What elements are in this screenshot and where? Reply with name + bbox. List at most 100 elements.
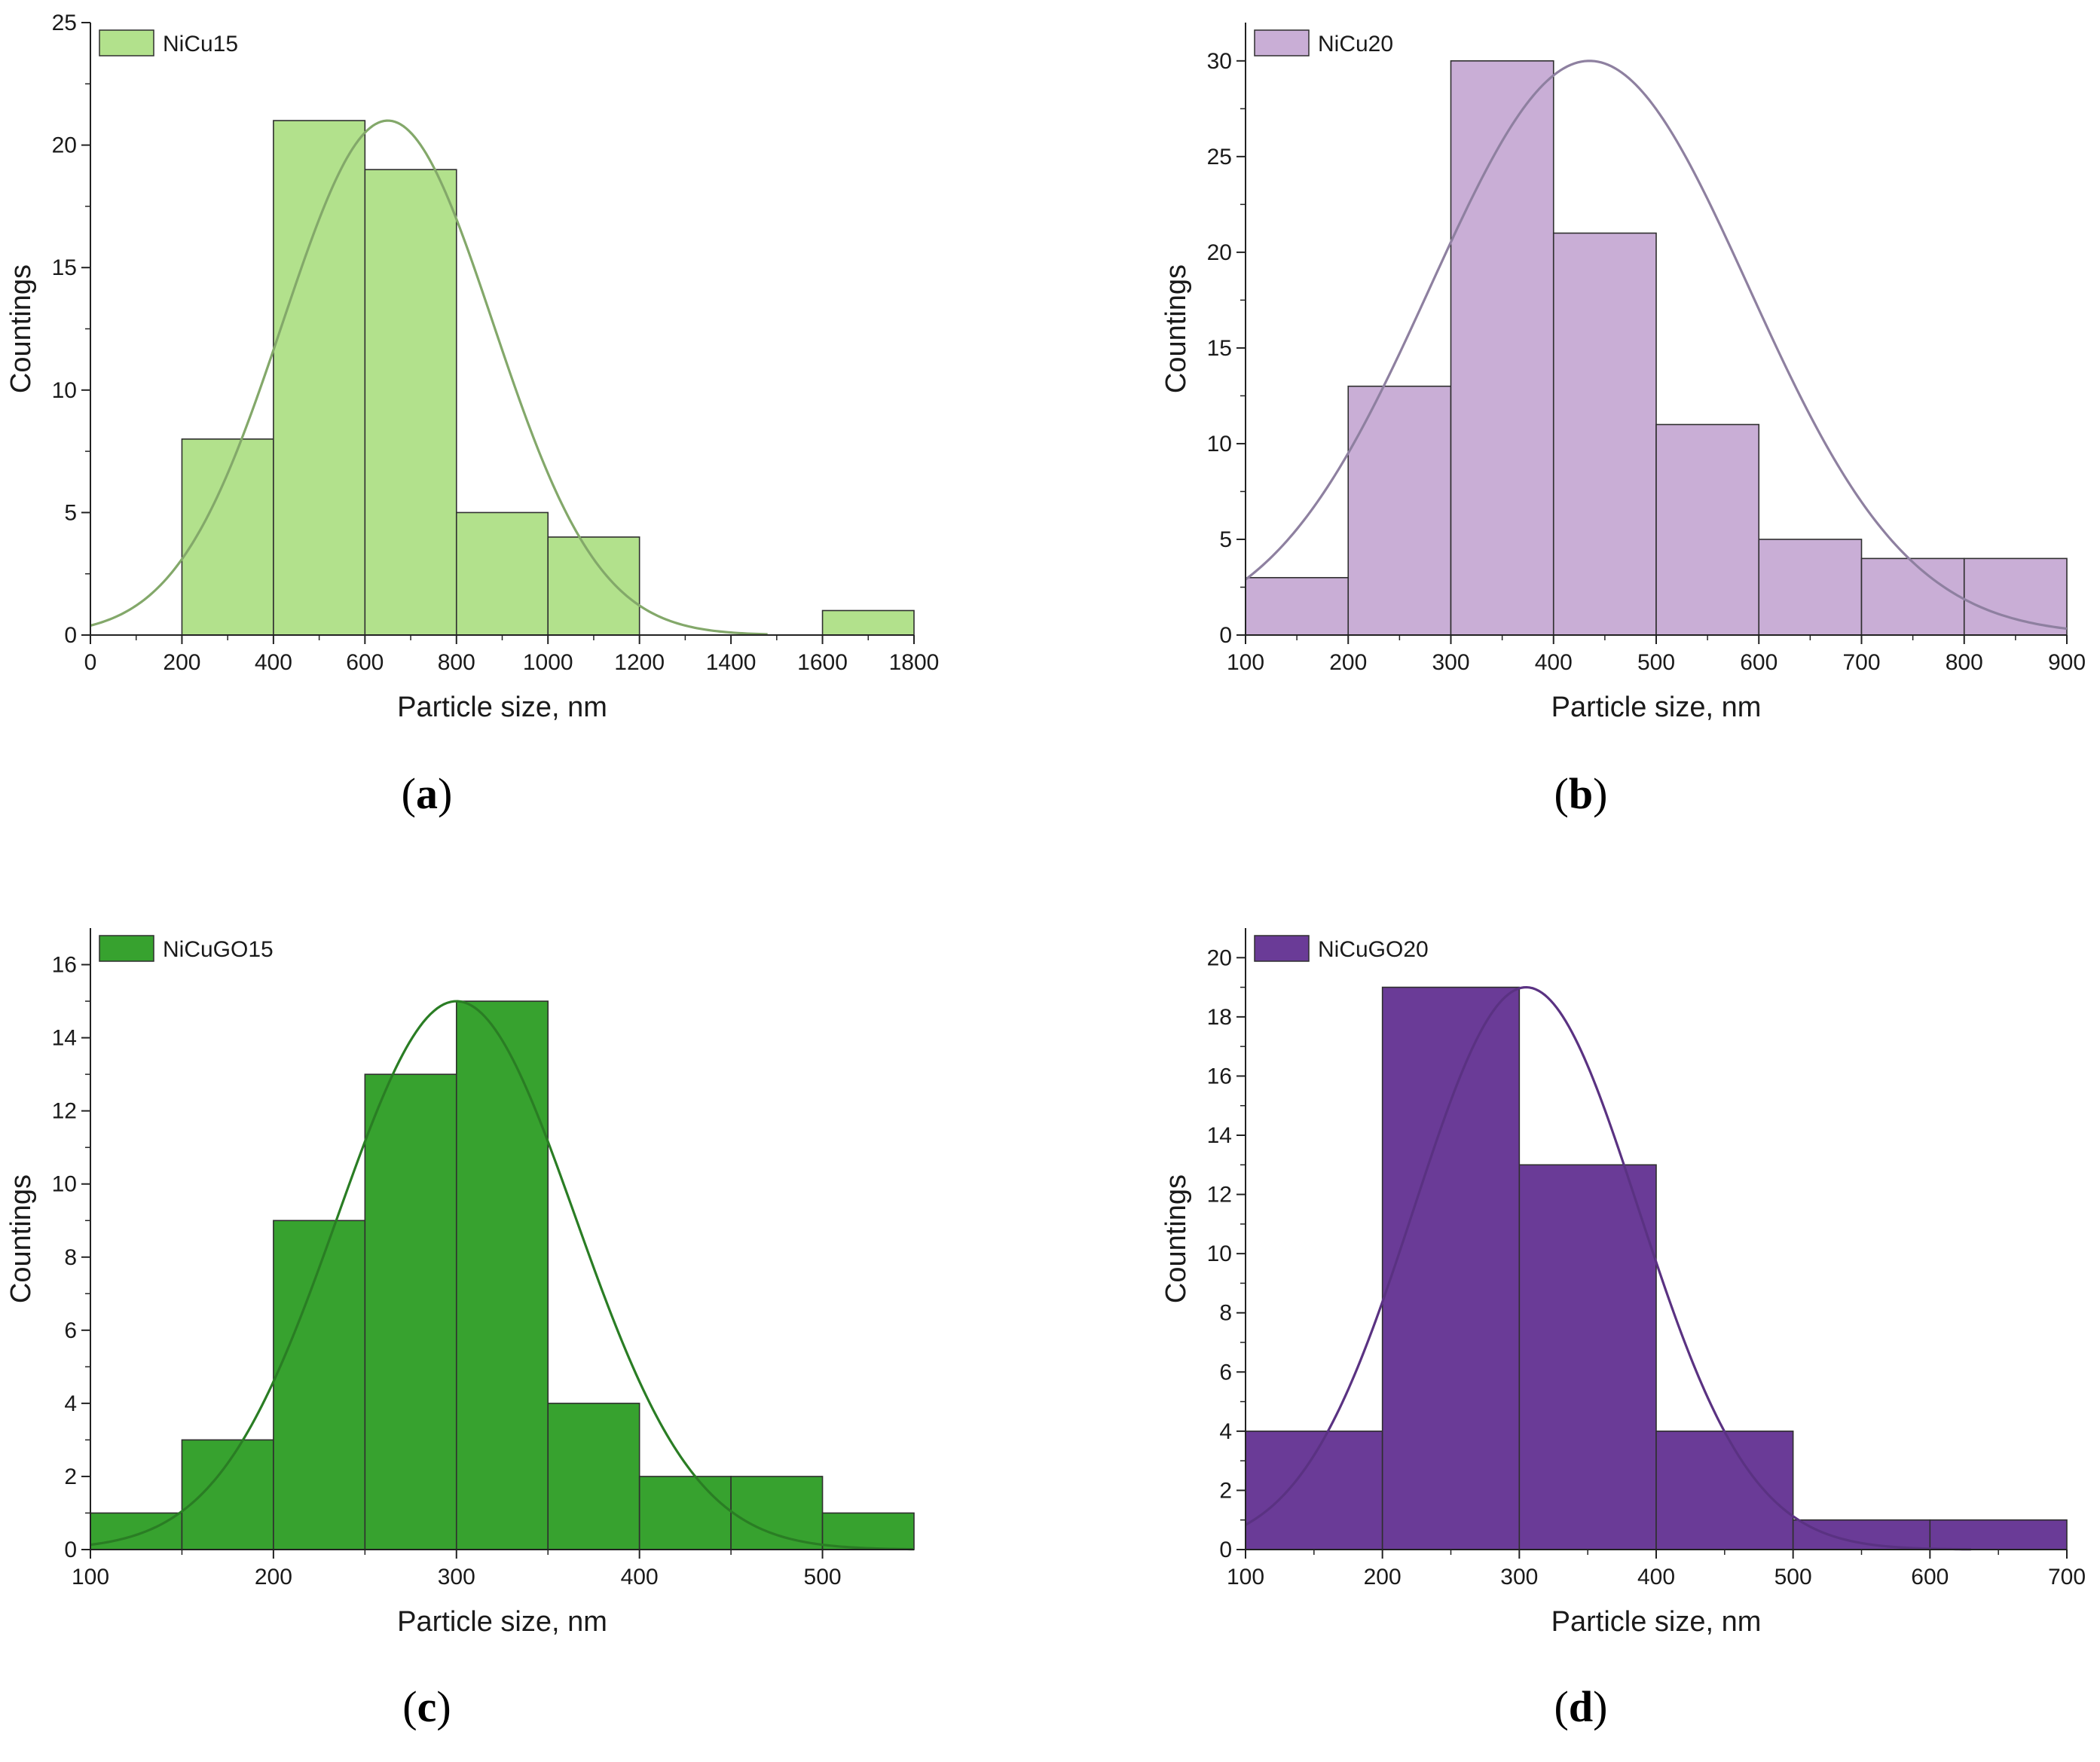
histogram-bar xyxy=(273,1220,366,1550)
y-tick-label: 20 xyxy=(52,133,77,158)
y-tick-label: 30 xyxy=(1207,49,1232,74)
y-tick-label: 8 xyxy=(1219,1301,1232,1326)
chart-panel-a: 0 200 400 600 800 1000 1200 1400 1600 1800 0 5 10 15 2… xyxy=(5,11,939,818)
x-tick-label: 300 xyxy=(438,1565,475,1589)
y-tick-label: 6 xyxy=(1219,1360,1232,1385)
x-tick-label: 100 xyxy=(1227,650,1264,675)
x-tick-label: 500 xyxy=(1637,650,1675,675)
y-tick-label: 14 xyxy=(52,1026,77,1051)
x-tick-label: 400 xyxy=(1637,1565,1675,1589)
legend-label: NiCuGO15 xyxy=(163,937,274,962)
histogram-bar xyxy=(364,169,457,636)
y-tick-label: 20 xyxy=(1207,240,1232,265)
y-tick-label: 10 xyxy=(52,378,77,403)
panel-letter: c xyxy=(417,1682,437,1731)
legend-swatch xyxy=(99,935,154,962)
legend-swatch xyxy=(1254,29,1310,56)
x-tick-label: 400 xyxy=(1535,650,1573,675)
y-tick-label: 4 xyxy=(64,1391,77,1416)
panel-letter: b xyxy=(1569,769,1593,818)
y-axis-title: Countings xyxy=(5,264,37,393)
x-tick-label: 900 xyxy=(2048,650,2086,675)
fit-curve xyxy=(90,1000,915,1551)
y-tick-label: 8 xyxy=(64,1245,77,1270)
y-axis-title: Countings xyxy=(1160,1174,1192,1303)
y-tick-label: 0 xyxy=(64,623,77,648)
histogram-bar xyxy=(547,1403,640,1550)
histogram-bar xyxy=(1518,1164,1657,1550)
fit-curve xyxy=(90,119,768,636)
x-axis-title: Particle size, nm xyxy=(397,692,607,723)
y-tick-label: 10 xyxy=(52,1172,77,1197)
histogram-bar xyxy=(455,1000,549,1550)
panel-label: (a) xyxy=(402,769,453,818)
legend-label: NiCuGO20 xyxy=(1318,937,1429,962)
histogram-bar xyxy=(1792,1519,1931,1550)
histogram-bar xyxy=(1758,539,1863,636)
y-tick-label: 6 xyxy=(64,1318,77,1343)
y-tick-label: 0 xyxy=(1219,623,1232,648)
x-tick-label: 400 xyxy=(255,650,292,675)
x-tick-label: 800 xyxy=(1946,650,1983,675)
x-axis-title: Particle size, nm xyxy=(1551,692,1762,723)
histogram-bar xyxy=(1963,557,2068,636)
histogram-bar xyxy=(821,1512,915,1550)
x-tick-label: 200 xyxy=(255,1565,292,1589)
y-tick-label: 25 xyxy=(52,11,77,35)
histogram-bar xyxy=(1245,576,1350,636)
legend-label: NiCu15 xyxy=(163,32,238,56)
x-tick-label: 1200 xyxy=(614,650,665,675)
y-tick-label: 5 xyxy=(1219,527,1232,552)
y-axis-title: Countings xyxy=(5,1174,37,1303)
x-axis-title: Particle size, nm xyxy=(397,1606,607,1638)
histogram-bar xyxy=(821,609,915,636)
y-tick-label: 2 xyxy=(1219,1478,1232,1503)
x-tick-label: 600 xyxy=(346,650,384,675)
histogram-bar xyxy=(1552,232,1657,636)
y-tick-label: 2 xyxy=(64,1464,77,1489)
y-tick-label: 16 xyxy=(1207,1064,1232,1089)
y-tick-label: 18 xyxy=(1207,1005,1232,1030)
y-tick-label: 15 xyxy=(1207,336,1232,361)
y-tick-label: 5 xyxy=(64,500,77,525)
panel-letter: a xyxy=(416,769,438,818)
x-tick-label: 100 xyxy=(1227,1565,1264,1589)
x-tick-label: 400 xyxy=(621,1565,659,1589)
x-tick-label: 500 xyxy=(1774,1565,1812,1589)
legend-label: NiCu20 xyxy=(1318,32,1393,56)
chart-panel-b: 100 200 300 400 500 600 700 800 900 0 5 10 15 20 25 30 P… xyxy=(1160,23,2086,818)
histogram-bar xyxy=(1347,385,1452,636)
x-tick-label: 1400 xyxy=(706,650,757,675)
x-tick-label: 500 xyxy=(804,1565,842,1589)
histogram-bar xyxy=(181,1439,274,1550)
legend-swatch xyxy=(1254,935,1310,962)
histogram-bar xyxy=(1381,986,1521,1550)
fit-curve xyxy=(1245,985,1971,1551)
y-tick-label: 25 xyxy=(1207,145,1232,169)
x-tick-label: 1800 xyxy=(889,650,940,675)
histogram-bar xyxy=(1245,1431,1383,1550)
histogram-bar xyxy=(1655,1431,1794,1550)
x-axis-title: Particle size, nm xyxy=(1551,1606,1762,1638)
x-tick-label: 1000 xyxy=(523,650,573,675)
y-tick-label: 0 xyxy=(64,1538,77,1562)
x-tick-label: 200 xyxy=(1329,650,1367,675)
legend-swatch xyxy=(99,29,154,56)
x-tick-label: 600 xyxy=(1911,1565,1949,1589)
x-tick-label: 200 xyxy=(1364,1565,1402,1589)
panel-letter: d xyxy=(1569,1682,1593,1731)
x-tick-label: 0 xyxy=(84,650,97,675)
fit-curve xyxy=(1245,60,2068,631)
histogram-bar xyxy=(364,1073,457,1550)
histogram-bar xyxy=(455,511,549,636)
x-tick-label: 300 xyxy=(1500,1565,1538,1589)
x-tick-label: 700 xyxy=(1842,650,1880,675)
y-tick-label: 16 xyxy=(52,953,77,978)
y-tick-label: 20 xyxy=(1207,945,1232,970)
histogram-bar xyxy=(1655,423,1760,636)
panel-label: (c) xyxy=(402,1682,451,1731)
y-tick-label: 10 xyxy=(1207,1241,1232,1266)
y-tick-label: 12 xyxy=(1207,1183,1232,1208)
x-tick-label: 100 xyxy=(72,1565,109,1589)
